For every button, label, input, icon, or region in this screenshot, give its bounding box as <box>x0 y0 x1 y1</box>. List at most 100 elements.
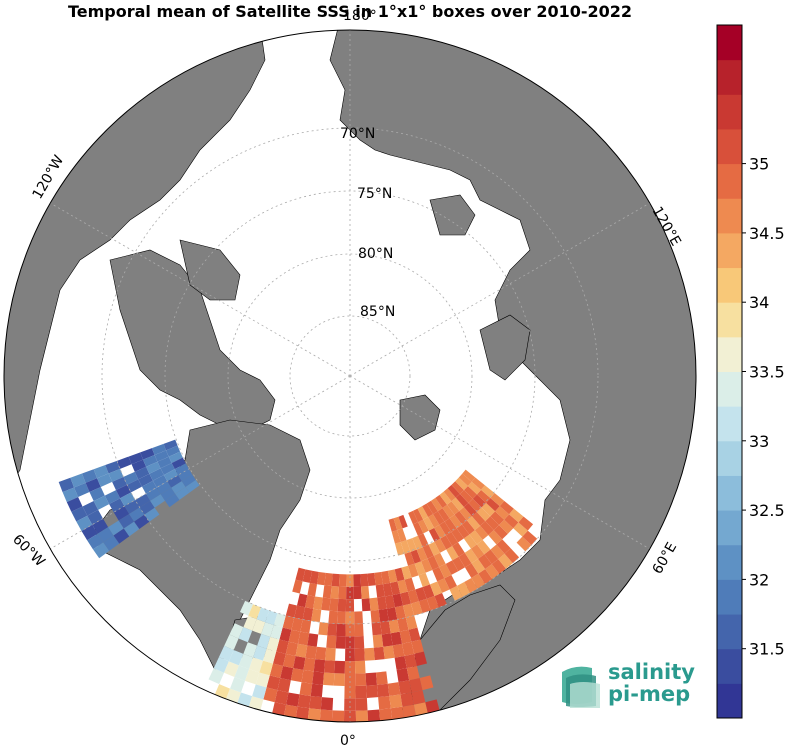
sss-cell <box>354 660 366 674</box>
sss-cell <box>400 692 414 707</box>
sss-cell <box>213 656 229 673</box>
sss-cell <box>277 678 291 693</box>
sss-cell <box>168 451 183 463</box>
sss-cell <box>164 493 180 508</box>
sss-cell <box>445 560 459 575</box>
sss-cell <box>334 660 346 674</box>
sss-cell <box>124 500 140 514</box>
sss-cell <box>394 655 407 670</box>
sss-cell <box>471 477 485 490</box>
sss-cell <box>345 599 355 612</box>
colorbar-swatch <box>717 371 742 407</box>
sss-cell <box>256 607 270 623</box>
sss-cell <box>152 474 168 488</box>
sss-cell <box>150 494 165 508</box>
sss-cell <box>355 710 369 722</box>
colorbar-tick-label: 31.5 <box>749 640 785 659</box>
sss-cell <box>309 570 319 585</box>
sss-cell <box>171 481 186 494</box>
sss-cell <box>93 495 110 510</box>
colorbar-swatch <box>717 94 742 130</box>
sss-cell <box>317 571 326 586</box>
lat-label-80: 80°N <box>358 246 393 262</box>
colorbar-tick-label: 34.5 <box>749 224 785 243</box>
sss-cell <box>319 709 333 722</box>
sss-cell <box>474 525 489 540</box>
sss-cell <box>468 498 482 513</box>
sss-cell <box>486 498 500 512</box>
sss-cell <box>390 581 401 596</box>
sss-cell <box>381 570 391 585</box>
sss-cell <box>257 633 271 649</box>
sss-cell <box>345 648 355 662</box>
sss-cell <box>485 564 500 580</box>
sss-cell <box>367 709 381 722</box>
sss-cell <box>434 538 447 553</box>
sss-cell <box>228 649 244 666</box>
sss-cell <box>146 461 161 474</box>
sss-cell <box>452 542 465 557</box>
sss-cell <box>144 507 160 522</box>
sss-cell <box>160 462 175 475</box>
sss-cell <box>463 485 477 499</box>
sss-cell <box>499 519 514 534</box>
sss-cell <box>462 469 476 482</box>
sss-cell <box>413 702 429 717</box>
sss-cell <box>279 627 292 642</box>
sss-cell <box>315 646 327 661</box>
sss-cell <box>157 456 172 469</box>
sss-cell <box>253 645 267 661</box>
sss-cell <box>344 698 356 711</box>
sss-cell <box>311 608 322 623</box>
sss-cell <box>295 643 308 658</box>
sss-cell <box>440 535 453 550</box>
colorbar-swatch <box>717 128 742 165</box>
sss-cell <box>416 547 428 562</box>
sss-cell <box>243 642 258 658</box>
sss-cell <box>234 665 250 681</box>
sss-cell <box>345 623 355 637</box>
sss-cell <box>230 676 246 693</box>
sss-cell <box>297 593 308 608</box>
sss-cell <box>361 585 370 599</box>
sss-cell <box>301 669 314 684</box>
sss-cell <box>442 504 455 519</box>
sss-cell <box>408 510 419 525</box>
sss-cell <box>394 567 405 582</box>
sss-cell <box>135 493 151 508</box>
sss-cell <box>299 682 313 696</box>
land-novaya-zemlya <box>479 314 531 381</box>
sss-cell <box>378 608 389 623</box>
sss-cell <box>451 497 464 511</box>
sss-cell <box>329 598 339 612</box>
sss-cell <box>276 639 289 654</box>
colorbar-swatch <box>717 267 742 303</box>
sss-heatmap <box>58 439 538 722</box>
sss-cell <box>261 622 274 637</box>
sss-cell <box>354 611 363 624</box>
sss-cell <box>455 477 468 490</box>
sss-cell <box>270 625 283 640</box>
sss-cell <box>218 645 234 662</box>
sss-cell <box>458 552 472 568</box>
sss-cell <box>480 521 494 536</box>
sss-cell <box>445 531 459 547</box>
sss-cell <box>463 534 477 549</box>
sss-cell <box>418 598 431 614</box>
sss-cell <box>163 469 179 482</box>
sss-cell <box>307 633 319 647</box>
sss-cell <box>252 619 266 634</box>
land-svalbard <box>399 394 441 441</box>
sss-cell <box>163 439 178 451</box>
sss-cell <box>269 663 284 679</box>
sss-cell <box>280 665 294 681</box>
sss-cell <box>338 574 347 587</box>
sss-cell <box>398 514 408 529</box>
sss-cell <box>364 647 375 661</box>
sss-cell <box>127 479 142 493</box>
colorbar-swatch <box>717 648 742 684</box>
sss-cell <box>382 582 393 597</box>
sss-cell <box>434 592 447 608</box>
sss-cell <box>129 507 145 522</box>
sss-cell <box>422 544 434 559</box>
